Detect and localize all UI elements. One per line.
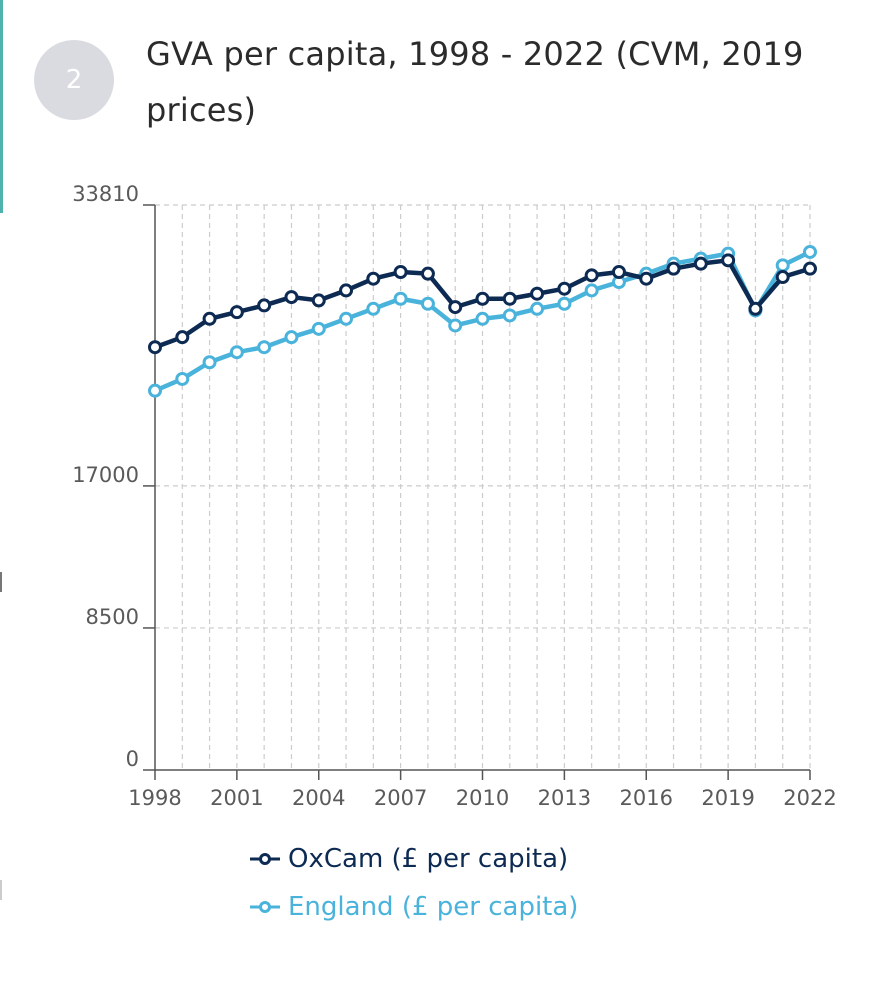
data-point-england <box>229 345 244 360</box>
data-point-england <box>557 296 572 311</box>
data-point-england <box>584 283 599 298</box>
data-point-england <box>257 340 272 355</box>
legend-item-oxcam[interactable]: OxCam (£ per capita) <box>250 835 578 883</box>
data-point-oxcam <box>693 256 708 271</box>
data-point-oxcam <box>175 330 190 345</box>
data-point-oxcam <box>584 268 599 283</box>
x-tick-label: 2010 <box>456 786 509 810</box>
data-point-england <box>420 296 435 311</box>
data-point-england <box>775 258 790 273</box>
legend-label-oxcam: OxCam (£ per capita) <box>288 844 569 874</box>
data-point-england <box>311 321 326 336</box>
x-tick-label: 2022 <box>783 786 836 810</box>
data-point-oxcam <box>366 271 381 286</box>
data-point-england <box>530 301 545 316</box>
legend-label-england: England (£ per capita) <box>288 892 579 922</box>
data-point-oxcam <box>257 298 272 313</box>
data-point-england <box>502 308 517 323</box>
step-number: 2 <box>65 65 83 95</box>
x-tick-label: 1998 <box>128 786 181 810</box>
data-point-oxcam <box>530 286 545 301</box>
y-tick-label: 17000 <box>72 463 139 487</box>
x-tick-label: 2016 <box>620 786 673 810</box>
data-point-oxcam <box>311 293 326 308</box>
data-point-oxcam <box>775 270 790 285</box>
data-point-england <box>366 301 381 316</box>
data-point-oxcam <box>502 291 517 306</box>
card-accent-border <box>0 0 3 213</box>
legend-line-marker-icon <box>250 901 280 913</box>
data-point-oxcam <box>721 253 736 268</box>
data-point-england <box>448 318 463 333</box>
data-point-england <box>393 291 408 306</box>
x-tick-label: 2004 <box>292 786 345 810</box>
legend-item-england[interactable]: England (£ per capita) <box>250 883 578 931</box>
data-point-oxcam <box>229 305 244 320</box>
data-point-england <box>284 330 299 345</box>
gva-line-chart: 0 8500 17000 33810 1998 2001 2004 2007 2010 2013 2… <box>72 182 837 810</box>
x-tick-label: 2013 <box>538 786 591 810</box>
x-tick-label: 2019 <box>701 786 754 810</box>
data-point-england <box>339 311 354 326</box>
legend-line-marker-icon <box>250 853 280 865</box>
x-tick-label: 2007 <box>374 786 427 810</box>
data-point-england <box>175 371 190 386</box>
x-tick-label: 2001 <box>210 786 263 810</box>
scroll-marker <box>0 880 2 900</box>
data-point-oxcam <box>202 311 217 326</box>
data-point-oxcam <box>339 283 354 298</box>
data-point-oxcam <box>148 340 162 355</box>
y-tick-label: 33810 <box>72 182 139 206</box>
data-point-oxcam <box>748 301 763 316</box>
y-tick-label: 0 <box>126 747 139 771</box>
data-point-england <box>475 311 490 326</box>
data-point-england <box>148 383 162 398</box>
scroll-marker <box>0 572 2 592</box>
data-point-oxcam <box>803 261 817 276</box>
data-point-oxcam <box>448 300 463 315</box>
data-point-oxcam <box>420 266 435 281</box>
data-point-england <box>803 244 817 259</box>
y-tick-label: 8500 <box>86 605 139 629</box>
chart-legend: OxCam (£ per capita) England (£ per capi… <box>250 835 578 931</box>
data-point-england <box>202 355 217 370</box>
chart-title: GVA per capita, 1998 - 2022 (CVM, 2019 p… <box>146 35 804 129</box>
data-point-oxcam <box>475 291 490 306</box>
data-point-oxcam <box>666 261 681 276</box>
data-point-oxcam <box>284 290 299 305</box>
data-point-oxcam <box>611 265 626 280</box>
step-number-badge: 2 <box>34 40 114 120</box>
data-point-oxcam <box>393 265 408 280</box>
data-point-oxcam <box>639 271 654 286</box>
data-point-oxcam <box>557 281 572 296</box>
